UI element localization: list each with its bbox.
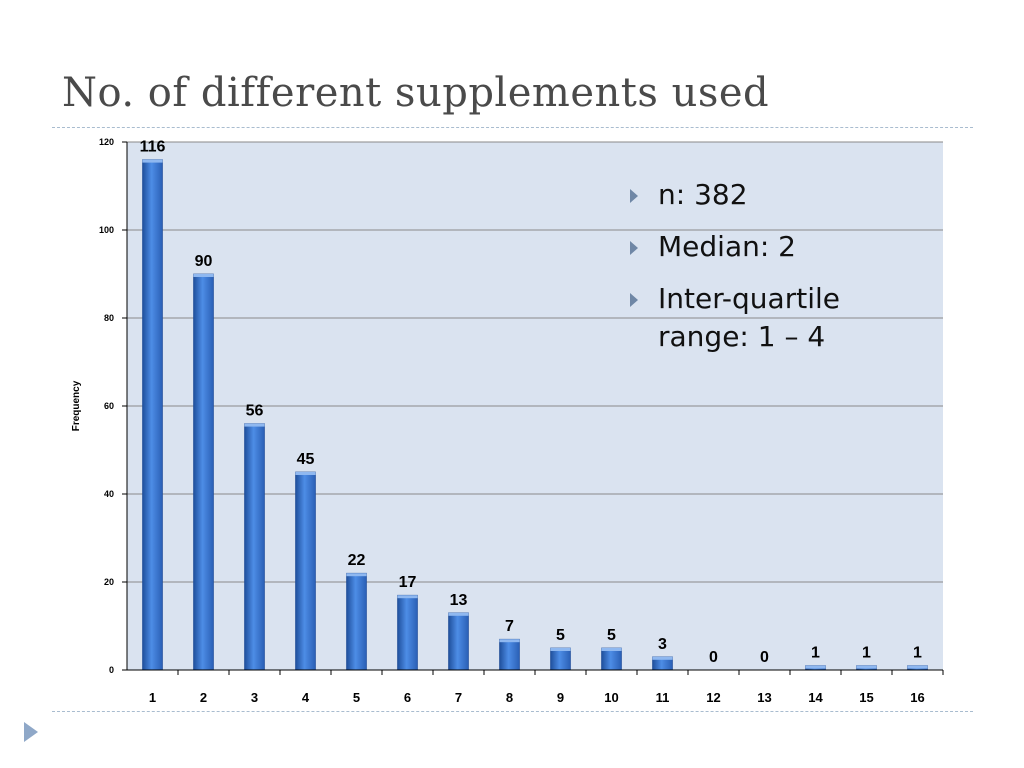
data-label: 5: [556, 627, 565, 644]
data-label: 1: [862, 645, 871, 662]
y-tick-label: 20: [104, 577, 114, 587]
list-item: Median: 2: [628, 228, 928, 266]
bar: [346, 572, 367, 671]
bar-highlight: [856, 665, 877, 669]
y-tick-label: 40: [104, 489, 114, 499]
bar-highlight: [550, 648, 571, 651]
x-tick-label: 7: [455, 690, 462, 705]
y-axis-title: Frequency: [71, 380, 82, 431]
data-label: 7: [505, 618, 514, 635]
top-divider: [52, 127, 973, 128]
y-tick-label: 60: [104, 401, 114, 411]
bar: [244, 423, 265, 671]
bar-highlight: [907, 665, 928, 669]
bar-highlight: [805, 665, 826, 669]
bar: [397, 594, 418, 671]
y-tick-label: 0: [109, 665, 114, 675]
bar-highlight: [499, 639, 520, 643]
bar-highlight: [397, 595, 418, 599]
data-label: 17: [399, 574, 417, 591]
bar: [499, 638, 520, 671]
x-tick-label: 16: [910, 690, 924, 705]
bar-highlight: [142, 159, 163, 163]
bar: [295, 471, 316, 671]
stat-iqr: Inter-quartile range: 1 – 4: [658, 282, 840, 353]
triangle-bullet-icon: [630, 293, 638, 307]
bar: [142, 159, 163, 671]
data-label: 45: [297, 451, 315, 468]
bar-highlight: [652, 656, 673, 660]
data-label: 3: [658, 636, 667, 653]
x-tick-label: 5: [353, 690, 360, 705]
bar-highlight: [448, 612, 469, 616]
bar: [193, 273, 214, 671]
x-tick-label: 15: [859, 690, 873, 705]
bar-highlight: [346, 573, 367, 577]
data-label: 116: [140, 139, 166, 156]
y-tick-label: 100: [99, 225, 114, 235]
triangle-bullet-icon: [630, 189, 638, 203]
y-tick-label: 120: [99, 137, 114, 147]
stat-median: Median: 2: [658, 230, 796, 263]
stat-n: n: 382: [658, 178, 748, 211]
x-tick-label: 9: [557, 690, 564, 705]
x-tick-label: 14: [808, 690, 823, 705]
x-tick-label: 2: [200, 690, 207, 705]
bar: [448, 612, 469, 671]
list-item: Inter-quartile range: 1 – 4: [628, 280, 928, 356]
data-label: 0: [760, 649, 769, 666]
x-tick-label: 13: [757, 690, 771, 705]
data-label: 56: [246, 403, 264, 420]
data-label: 90: [195, 253, 213, 270]
x-tick-label: 8: [506, 690, 513, 705]
x-tick-label: 3: [251, 690, 258, 705]
data-label: 1: [811, 645, 820, 662]
y-tick-label: 80: [104, 313, 114, 323]
slide-title: No. of different supplements used: [62, 70, 770, 116]
bar-highlight: [295, 472, 316, 475]
x-tick-label: 6: [404, 690, 411, 705]
data-label: 22: [348, 552, 366, 569]
bar-highlight: [601, 648, 622, 651]
next-slide-arrow-icon[interactable]: [24, 722, 38, 742]
list-item: n: 382: [628, 176, 928, 214]
data-label: 13: [450, 592, 468, 609]
bar: [601, 647, 622, 671]
x-tick-label: 1: [149, 690, 156, 705]
bar-highlight: [244, 423, 265, 427]
x-tick-label: 4: [302, 690, 310, 705]
bottom-divider: [52, 711, 973, 712]
bars: [142, 159, 928, 671]
data-label: 5: [607, 627, 616, 644]
triangle-bullet-icon: [630, 241, 638, 255]
data-label: 0: [709, 649, 718, 666]
data-labels: 116 90 56 45 22 17 13 7 5 5 3 0 0 1 1 1: [140, 139, 922, 666]
x-tick-label: 12: [706, 690, 720, 705]
bar: [550, 647, 571, 671]
bar-highlight: [193, 274, 214, 277]
x-tick-label: 10: [604, 690, 618, 705]
x-tick-label: 11: [656, 690, 670, 705]
data-label: 1: [913, 645, 922, 662]
summary-stats-list: n: 382 Median: 2 Inter-quartile range: 1…: [628, 176, 928, 370]
